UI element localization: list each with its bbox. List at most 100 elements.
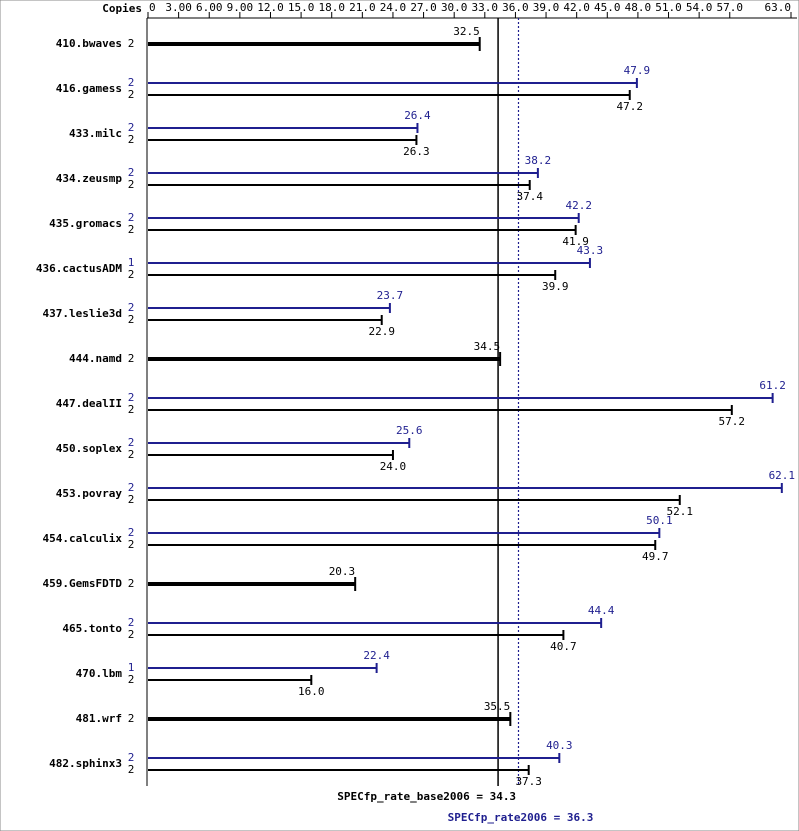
x-tick-label: 27.0 [410,1,437,14]
copies-label: 2 [128,211,135,224]
value-label: 57.2 [719,415,746,428]
copies-label: 2 [128,313,135,326]
x-tick-label: 24.0 [380,1,407,14]
copies-label: 2 [128,673,135,686]
reference-label: SPECfp_rate2006 = 36.3 [448,811,594,824]
benchmark-label: 482.sphinx3 [49,757,122,770]
value-label: 37.4 [516,190,543,203]
x-tick-label: 51.0 [655,1,682,14]
benchmark-label: 453.povray [56,487,123,500]
value-label: 47.9 [624,64,651,77]
x-tick-label: 18.0 [318,1,345,14]
value-label: 42.2 [565,199,592,212]
x-tick-label: 63.0 [765,1,792,14]
copies-label: 2 [128,301,135,314]
copies-label: 2 [128,628,135,641]
benchmark-label: 410.bwaves [56,37,122,50]
value-label: 23.7 [377,289,404,302]
reference-label: SPECfp_rate_base2006 = 34.3 [337,790,516,803]
value-label: 44.4 [588,604,615,617]
benchmark-label: 450.soplex [56,442,123,455]
copies-label: 2 [128,76,135,89]
copies-label: 1 [128,661,135,674]
x-tick-label: 0 [149,1,156,14]
copies-label: 2 [128,616,135,629]
benchmark-label: 465.tonto [62,622,122,635]
benchmark-label: 454.calculix [43,532,123,545]
value-label: 16.0 [298,685,325,698]
x-tick-label: 30.0 [441,1,468,14]
copies-label: 2 [128,448,135,461]
copies-label: 2 [128,88,135,101]
copies-label: 1 [128,256,135,269]
copies-label: 2 [128,403,135,416]
copies-label: 2 [128,493,135,506]
copies-label: 2 [128,121,135,134]
benchmark-label: 444.namd [69,352,122,365]
x-tick-label: 45.0 [594,1,621,14]
value-label: 43.3 [577,244,604,257]
benchmark-label: 433.milc [69,127,122,140]
value-label: 61.2 [759,379,786,392]
copies-label: 2 [128,712,135,725]
copies-header: Copies [102,2,142,15]
benchmark-label: 481.wrf [76,712,122,725]
copies-label: 2 [128,352,135,365]
value-label: 40.3 [546,739,573,752]
value-label: 50.1 [646,514,673,527]
benchmark-label: 435.gromacs [49,217,122,230]
x-tick-label: 33.0 [472,1,499,14]
x-tick-label: 3.00 [165,1,192,14]
benchmark-label: 470.lbm [76,667,123,680]
copies-label: 2 [128,526,135,539]
value-label: 49.7 [642,550,669,563]
value-label: 40.7 [550,640,577,653]
x-tick-label: 48.0 [625,1,652,14]
benchmark-label: 416.gamess [56,82,122,95]
benchmark-label: 434.zeusmp [56,172,123,185]
x-tick-label: 39.0 [533,1,560,14]
value-label: 62.1 [769,469,796,482]
value-label: 34.5 [474,340,501,353]
copies-label: 2 [128,223,135,236]
copies-label: 2 [128,268,135,281]
value-label: 20.3 [329,565,356,578]
copies-label: 2 [128,37,135,50]
copies-label: 2 [128,763,135,776]
benchmark-label: 447.dealII [56,397,122,410]
x-tick-label: 6.00 [196,1,223,14]
x-tick-label: 15.0 [288,1,315,14]
x-tick-label: 9.00 [227,1,254,14]
x-tick-label: 21.0 [349,1,376,14]
benchmark-label: 459.GemsFDTD [43,577,123,590]
value-label: 24.0 [380,460,407,473]
value-label: 52.1 [667,505,694,518]
value-label: 26.3 [403,145,430,158]
copies-label: 2 [128,538,135,551]
value-label: 32.5 [453,25,480,38]
copies-label: 2 [128,133,135,146]
x-tick-label: 54.0 [686,1,713,14]
value-label: 39.9 [542,280,569,293]
value-label: 38.2 [525,154,552,167]
x-tick-label: 36.0 [502,1,529,14]
copies-label: 2 [128,481,135,494]
value-label: 25.6 [396,424,423,437]
copies-label: 2 [128,178,135,191]
copies-label: 2 [128,391,135,404]
copies-label: 2 [128,166,135,179]
copies-label: 2 [128,751,135,764]
value-label: 26.4 [404,109,431,122]
value-label: 22.9 [368,325,395,338]
value-label: 22.4 [363,649,390,662]
value-label: 35.5 [484,700,511,713]
x-tick-label: 42.0 [563,1,590,14]
x-tick-label: 12.0 [257,1,284,14]
value-label: 37.3 [515,775,542,788]
value-label: 41.9 [562,235,589,248]
benchmark-label: 436.cactusADM [36,262,122,275]
value-label: 47.2 [616,100,643,113]
